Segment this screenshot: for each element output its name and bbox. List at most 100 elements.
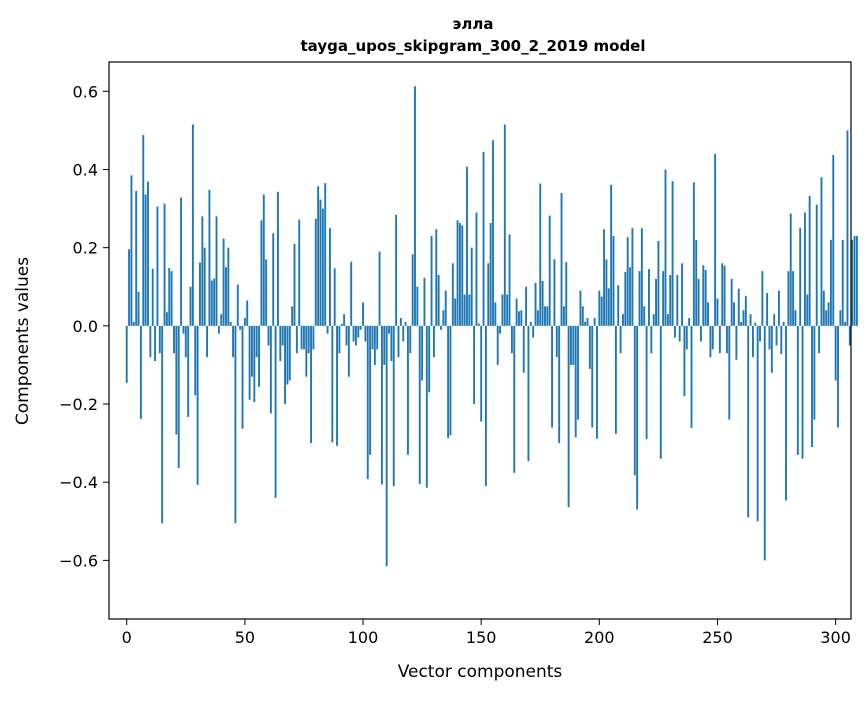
bar bbox=[142, 135, 145, 326]
bar bbox=[714, 153, 717, 326]
bar bbox=[700, 325, 702, 342]
bar bbox=[319, 199, 322, 326]
bar bbox=[392, 325, 395, 487]
bar bbox=[685, 325, 688, 350]
bar bbox=[655, 278, 657, 326]
bar bbox=[725, 325, 728, 354]
bar bbox=[165, 312, 168, 326]
bar bbox=[645, 325, 648, 440]
bar bbox=[191, 124, 194, 326]
bar bbox=[333, 268, 336, 326]
bar bbox=[596, 325, 598, 439]
bar bbox=[317, 186, 320, 326]
bar bbox=[314, 218, 317, 326]
bar bbox=[808, 196, 811, 326]
bar bbox=[366, 325, 369, 480]
bar bbox=[803, 212, 806, 326]
bar bbox=[236, 284, 239, 326]
bar bbox=[217, 325, 220, 334]
bar bbox=[258, 325, 260, 387]
bar bbox=[605, 259, 608, 326]
bar bbox=[364, 325, 367, 342]
bar bbox=[704, 269, 707, 326]
y-tick-label: −0.6 bbox=[59, 551, 98, 570]
bar bbox=[158, 325, 161, 354]
bar bbox=[295, 325, 298, 354]
bar bbox=[180, 197, 183, 326]
bar bbox=[371, 325, 374, 350]
bar bbox=[674, 325, 676, 338]
y-axis-label: Components values bbox=[13, 257, 33, 425]
chart-title-line1: элла bbox=[453, 15, 494, 33]
bar bbox=[770, 325, 773, 373]
bar bbox=[614, 325, 617, 434]
bar bbox=[383, 325, 386, 365]
bar bbox=[607, 288, 610, 326]
x-axis-label: Vector components bbox=[398, 662, 563, 682]
bar bbox=[208, 189, 211, 326]
bar bbox=[487, 263, 490, 326]
bar bbox=[241, 325, 244, 429]
bar bbox=[747, 325, 750, 518]
bar bbox=[376, 325, 379, 350]
bar bbox=[690, 325, 693, 428]
bar bbox=[260, 220, 263, 326]
bar bbox=[466, 166, 468, 326]
bar bbox=[307, 325, 310, 354]
bar bbox=[354, 325, 357, 346]
bar bbox=[442, 310, 445, 326]
bar bbox=[206, 325, 209, 358]
bar bbox=[643, 306, 646, 326]
bar bbox=[454, 298, 457, 326]
bar bbox=[397, 325, 400, 358]
bar bbox=[709, 325, 712, 358]
bar bbox=[496, 325, 499, 365]
x-tick-label: 50 bbox=[235, 628, 255, 647]
bar bbox=[848, 325, 851, 346]
bar bbox=[640, 228, 643, 326]
bar bbox=[168, 267, 171, 326]
bar bbox=[813, 325, 816, 420]
bar bbox=[648, 269, 650, 326]
bar bbox=[572, 325, 575, 365]
bar bbox=[267, 325, 270, 346]
y-tick-label: 0.0 bbox=[73, 317, 98, 336]
bar bbox=[170, 271, 173, 326]
bar bbox=[373, 325, 376, 365]
bar bbox=[395, 214, 398, 326]
bar bbox=[777, 290, 780, 326]
bar bbox=[499, 325, 502, 334]
bar bbox=[411, 254, 414, 326]
bar bbox=[855, 235, 858, 326]
bar bbox=[175, 325, 178, 435]
bar bbox=[154, 325, 157, 362]
bar bbox=[147, 181, 149, 326]
bar bbox=[565, 262, 568, 326]
bar bbox=[473, 325, 476, 405]
bar bbox=[756, 325, 759, 522]
bar bbox=[792, 271, 795, 326]
bar bbox=[199, 262, 201, 326]
bar bbox=[841, 239, 844, 326]
bar bbox=[579, 290, 582, 326]
bar bbox=[220, 314, 223, 326]
bar bbox=[281, 325, 284, 346]
bar bbox=[513, 325, 516, 473]
bar bbox=[239, 325, 242, 330]
bar bbox=[501, 294, 504, 326]
bar bbox=[456, 220, 459, 326]
bar bbox=[829, 239, 832, 326]
bar bbox=[581, 306, 584, 326]
bar bbox=[822, 290, 825, 326]
bar bbox=[286, 325, 289, 385]
bar bbox=[385, 325, 388, 567]
bar bbox=[548, 215, 551, 326]
chart-title-line2: tayga_upos_skipgram_300_2_2019 model bbox=[301, 37, 646, 55]
bar bbox=[763, 325, 766, 561]
y-axis-ticks: −0.6 −0.4 −0.2 0.0 0.2 0.4 0.6 bbox=[59, 82, 109, 570]
bar bbox=[210, 280, 213, 326]
bar bbox=[213, 278, 216, 326]
bar bbox=[591, 325, 594, 428]
bar bbox=[139, 325, 142, 419]
